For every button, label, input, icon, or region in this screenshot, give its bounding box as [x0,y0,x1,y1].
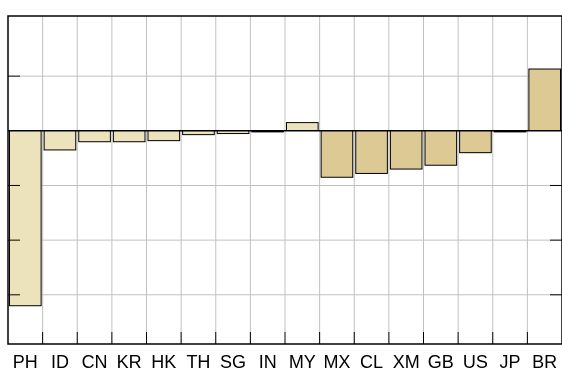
bar-cl [355,130,388,174]
bar-id [43,130,77,151]
bar-my [286,122,319,132]
x-tick-label: BR [532,352,557,372]
x-tick-label: US [463,352,488,372]
x-tick-label: KR [117,352,142,372]
x-tick-label: CN [82,352,108,372]
x-tick-label: MY [289,352,316,372]
bar-us [459,130,492,154]
x-tick-label: JP [500,352,521,372]
x-tick-label: HK [151,352,176,372]
x-tick-label: TH [186,352,210,372]
bar-br [528,68,561,132]
bar-gb [424,130,458,166]
bar-hk [147,130,181,142]
x-tick-label: ID [51,352,69,372]
bar-ph [9,130,42,307]
bar-kr [112,130,146,143]
x-tick-label: MX [323,352,350,372]
x-tick-label: CL [360,352,383,372]
x-tick-label: PH [13,352,38,372]
bar-mx [320,130,354,178]
x-tick-label: SG [220,352,246,372]
x-tick-label: IN [259,352,277,372]
bar-xm [389,130,423,170]
x-tick-label: GB [428,352,454,372]
plot-frame [7,15,562,345]
bar-cn [78,130,111,143]
x-tick-label: XM [393,352,420,372]
